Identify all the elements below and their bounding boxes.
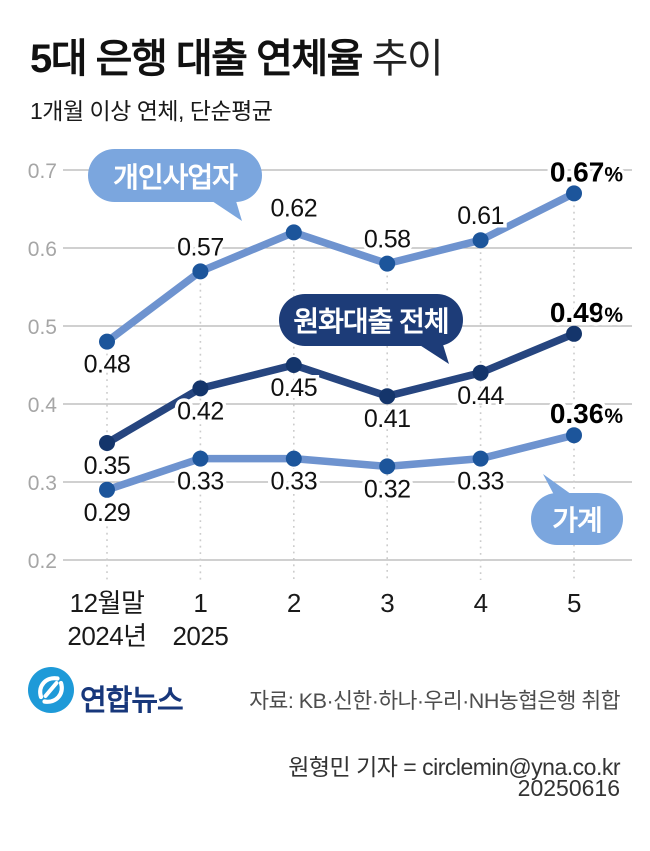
source-credit: 자료: KB·신한·하나·우리·NH농협은행 취합 [249,689,620,713]
data-point [379,255,396,272]
data-point [472,364,489,381]
chart-subtitle: 1개월 이상 연체, 단순평균 [30,98,273,124]
y-axis-tick-label: 0.4 [28,394,58,417]
value-label: 0.57 [177,233,224,261]
series-line-2 [103,431,578,494]
data-point [472,232,489,249]
data-point [192,263,209,280]
data-point [379,458,396,475]
data-point [192,380,209,397]
end-value-label: 0.49% [550,297,624,328]
x-axis-sublabel: 2024년 [67,621,146,651]
data-point [379,388,396,405]
page-title: 5대 은행 대출 연체율 추이 [30,26,444,84]
data-point [285,357,302,373]
value-label: 0.33 [457,468,504,496]
data-point [285,224,302,241]
y-axis-tick-label: 0.2 [28,550,57,573]
data-point [192,450,209,467]
series-label-text: 개인사업자 [113,161,238,193]
data-point [99,333,115,350]
data-point [566,185,582,202]
value-label: 0.48 [84,351,131,379]
x-axis-label: 12월말 [70,588,145,618]
data-point [99,435,115,451]
end-value-label: 0.36% [550,398,624,429]
data-point [566,325,582,342]
reporter-byline: 원형민 기자 = circlemin@yna.co.kr [288,754,620,780]
value-label: 0.35 [84,452,131,480]
title-main: 5대 은행 대출 연체율 [30,37,364,81]
data-point [285,450,302,467]
value-label: 0.42 [177,397,224,425]
y-axis-tick-label: 0.5 [28,316,57,339]
x-axis-label: 4 [474,588,488,618]
x-axis-label: 2 [287,588,301,618]
series-line-0 [103,189,578,346]
series-line-1 [103,330,578,447]
series-label-bubble-household: 가계 [531,474,623,545]
value-label: 0.33 [270,468,317,496]
value-label: 0.41 [364,405,411,433]
yonhap-logo-icon [28,667,74,713]
value-label: 0.32 [364,475,411,503]
x-axis-label: 5 [567,588,581,618]
agency-name: 연합뉴스 [80,685,184,717]
data-point [472,450,489,467]
value-label: 0.58 [364,226,411,254]
x-axis-label: 1 [193,588,207,618]
value-label: 0.61 [457,202,504,230]
y-axis-tick-label: 0.6 [28,238,57,261]
data-point [566,427,582,444]
x-axis-sublabel: 2025 [172,621,228,651]
series-label-bubble-won-loans-total: 원화대출 전체 [279,294,463,364]
value-label: 0.33 [177,468,224,496]
end-value-label: 0.67% [550,156,624,187]
value-label: 0.45 [270,374,317,402]
value-label: 0.62 [270,194,317,222]
y-axis-tick-label: 0.7 [28,160,57,183]
value-label: 0.29 [84,499,131,527]
y-axis-tick-label: 0.3 [28,472,57,495]
series-label-text: 원화대출 전체 [293,306,449,337]
date-stamp: 20250616 [517,775,620,801]
series-label-text: 가계 [552,505,603,536]
title-suffix: 추이 [362,37,444,81]
value-label: 0.44 [457,382,504,410]
x-axis-label: 3 [380,588,394,618]
data-point [99,481,115,498]
series-label-bubble-personal-business: 개인사업자 [88,149,262,221]
